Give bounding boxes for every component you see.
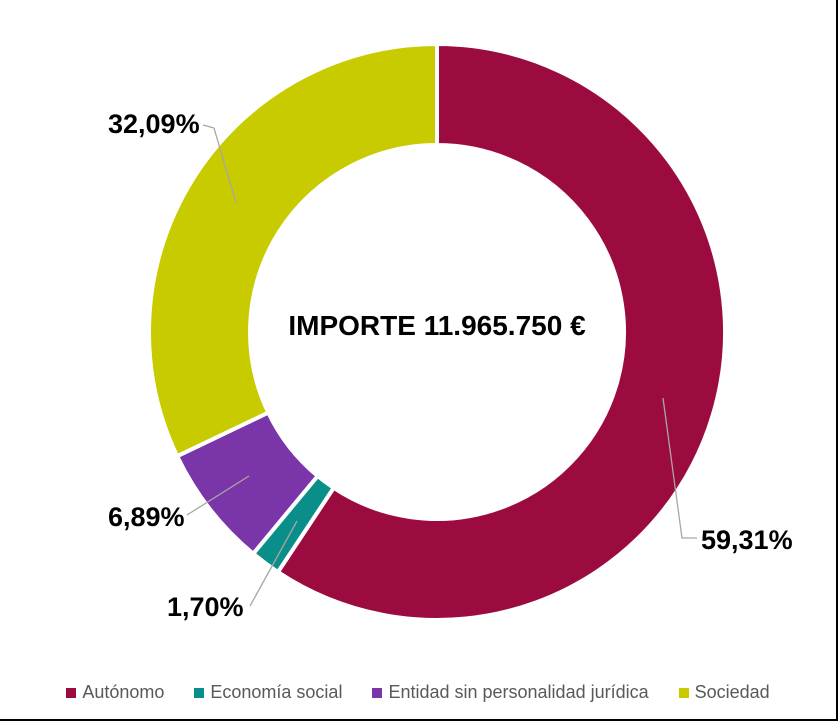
leader-line-economia-social [249,520,298,607]
leader-line-autonomo [662,397,697,539]
legend-swatch-icon [678,687,689,698]
legend-label: Autónomo [82,682,165,702]
legend-swatch-icon [194,687,205,698]
legend-swatch-icon [372,687,383,698]
pie-slice-sociedad [147,41,439,459]
leader-lines [186,124,697,607]
legend-item-sociedad: Sociedad [678,682,770,703]
legend-swatch-icon [66,687,77,698]
legend-label: Economía social [210,682,343,702]
pie-slice-autonomo [275,41,727,622]
legend-label: Entidad sin personalidad jurídica [388,682,649,702]
legend: Autónomo Economía social Entidad sin per… [0,682,836,703]
legend-item-autonomo: Autónomo [66,682,164,703]
slice-label-entidad-sin-personalidad-juridica: 6,89% [108,502,185,532]
center-total-label: IMPORTE 11.965.750 € [288,310,586,341]
leader-line-sociedad [202,124,237,204]
legend-item-entidad-sin-personalidad-juridica: Entidad sin personalidad jurídica [372,682,649,703]
slice-label-autonomo: 59,31% [701,525,793,555]
slice-label-economia-social: 1,70% [167,592,244,622]
legend-label: Sociedad [694,682,770,702]
legend-item-economia-social: Economía social [194,682,342,703]
slice-label-sociedad: 32,09% [108,109,200,139]
pie-slices [147,41,727,622]
leader-line-entidad-sin-personalidad-juridica [186,475,250,516]
